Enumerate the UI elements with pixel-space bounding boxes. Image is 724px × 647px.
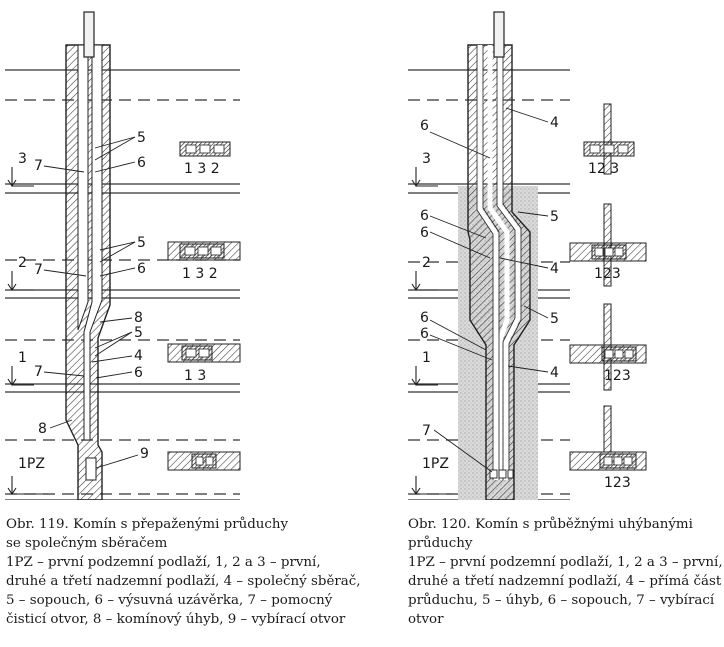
part-label-5a-120: 5	[550, 209, 559, 225]
part-label-7b-119: 7	[34, 262, 43, 278]
floor-label-2-119: 2	[18, 255, 27, 271]
caption-title-120: Obr. 120. Komín s průběžnými uhýbanými	[408, 517, 693, 532]
part-label-6b-120: 6	[420, 208, 429, 224]
section-label-low-120: 123	[604, 368, 631, 384]
floor-label-1-119: 1	[18, 350, 27, 366]
base-boxes-120	[489, 469, 514, 479]
floor-label-3-119: 3	[18, 151, 27, 167]
floor-label-3-120: 3	[422, 151, 431, 167]
part-label-8a-119: 8	[134, 310, 143, 326]
cross-section-base-120	[569, 405, 647, 471]
part-label-9-119: 9	[140, 446, 149, 462]
part-label-4a-120: 4	[550, 115, 559, 131]
caption-legend-line-1-120: 1PZ – první podzemní podlaží, 1, 2 a 3 –…	[408, 555, 723, 570]
leaders-120	[429, 107, 549, 473]
cross-section-mid-120	[569, 203, 647, 287]
part-label-6b-119: 6	[137, 261, 146, 277]
caption-legend-line-2-120: druhé a třetí nadzemní podlaží, 4 – přím…	[408, 574, 722, 589]
leaders-119	[43, 136, 139, 469]
part-label-6c-120: 6	[420, 225, 429, 241]
cross-section-top-120	[583, 103, 635, 175]
flue-outlines-120	[476, 45, 522, 480]
figure-119: 3 2 1 1PZ 5 6 7 5 6 7 8 5	[5, 11, 241, 500]
cross-section-low-119	[167, 343, 241, 363]
part-label-5a-119: 5	[137, 130, 146, 146]
chimney-drawings: 3 2 1 1PZ 5 6 7 5 6 7 8 5	[5, 11, 647, 500]
caption-legend-line-3-119: 5 – sopouch, 6 – výsuvná uzávěrka, 7 – p…	[6, 593, 333, 608]
cross-section-mid-119	[167, 241, 241, 261]
part-label-6a-120: 6	[420, 118, 429, 134]
floor-label-2-120: 2	[422, 255, 431, 271]
part-label-6a-119: 6	[137, 155, 146, 171]
part-label-5b-119: 5	[137, 235, 146, 251]
section-label-top-120: 12 3	[588, 161, 619, 177]
part-label-7a-119: 7	[34, 158, 43, 174]
part-label-4b-120: 4	[550, 261, 559, 277]
caption-subtitle-119: se společným sběračem	[6, 536, 168, 551]
flues-120	[477, 45, 521, 480]
part-label-6e-120: 6	[420, 326, 429, 342]
pipe-top-120	[493, 11, 505, 58]
cross-section-top-119	[179, 141, 231, 157]
part-label-7c-119: 7	[34, 364, 43, 380]
caption-legend-line-4-119: čisticí otvor, 8 – komínový úhyb, 9 – vy…	[6, 612, 346, 627]
section-label-top-119: 1 3 2	[184, 161, 220, 177]
section-label-mid-119: 1 3 2	[182, 266, 218, 282]
floor-markers-119	[7, 167, 48, 495]
section-label-mid-120: 123	[594, 266, 621, 282]
part-label-7-120: 7	[422, 423, 431, 439]
caption-legend-line-1-119: 1PZ – první podzemní podlaží, 1, 2 a 3 –…	[6, 555, 321, 570]
part-label-5c-119: 5	[134, 325, 143, 341]
floor-label-1-120: 1	[422, 350, 431, 366]
floor-label-1pz-120: 1PZ	[422, 456, 449, 472]
part-label-4-119: 4	[134, 348, 143, 364]
section-label-base-120: 123	[604, 475, 631, 491]
floor-label-1pz-119: 1PZ	[18, 456, 45, 472]
part-label-6d-120: 6	[420, 310, 429, 326]
part-label-4c-120: 4	[550, 365, 559, 381]
part-label-5b-120: 5	[550, 311, 559, 327]
caption-120: Obr. 120. Komín s průběžnými uhýbanými p…	[408, 515, 723, 629]
pipe-top-119	[83, 11, 95, 58]
floor-markers-120	[411, 167, 452, 495]
cross-section-base-119	[167, 451, 241, 471]
flues-119	[77, 44, 103, 481]
cross-section-low-120	[569, 303, 647, 391]
caption-legend-line-3-120: průduchu, 5 – úhyb, 6 – sopouch, 7 – vyb…	[408, 593, 715, 608]
section-label-low-119: 1 3	[184, 368, 206, 384]
part-label-6c-119: 6	[134, 365, 143, 381]
caption-subtitle-120: průduchy	[408, 536, 473, 551]
figure-120: 3 2 1 1PZ 6 4 6 6 5 4 6 6 5 4 7	[408, 11, 647, 500]
part-label-8b-119: 8	[38, 421, 47, 437]
caption-legend-line-2-119: druhé a třetí nadzemní podlaží, 4 – spol…	[6, 574, 361, 589]
caption-title-119: Obr. 119. Komín s přepaženými průduchy	[6, 517, 289, 532]
caption-legend-line-4-120: otvor	[408, 612, 444, 627]
caption-119: Obr. 119. Komín s přepaženými průduchy s…	[6, 515, 386, 629]
